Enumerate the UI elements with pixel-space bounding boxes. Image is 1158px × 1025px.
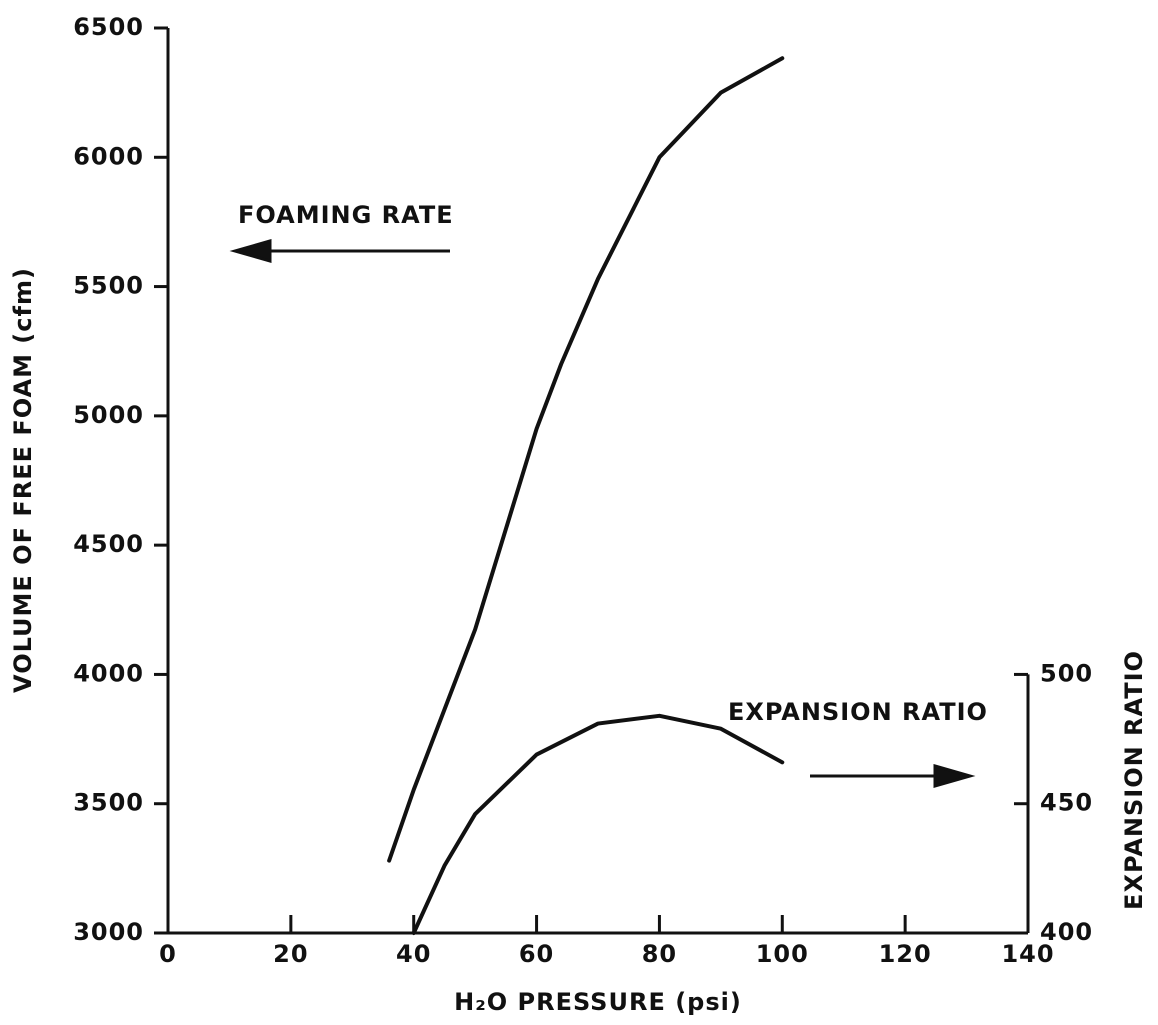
annotation: EXPANSION RATIO bbox=[728, 698, 988, 726]
x-tick-label: 140 bbox=[1001, 940, 1054, 968]
y-axis-label: VOLUME OF FREE FOAM (cfm) bbox=[9, 267, 37, 693]
x-axis-label: H₂O PRESSURE (psi) bbox=[454, 988, 742, 1016]
arrow bbox=[810, 764, 976, 788]
series-line bbox=[387, 56, 785, 863]
x-tick-label: 0 bbox=[159, 940, 177, 968]
y2-axis-label: EXPANSION RATIO bbox=[1120, 650, 1148, 910]
y-tick-label: 6000 bbox=[73, 142, 144, 170]
y-tick-label: 6500 bbox=[73, 13, 144, 41]
x-tick-label: 80 bbox=[642, 940, 677, 968]
arrow bbox=[229, 239, 450, 263]
annotation: FOAMING RATE bbox=[238, 201, 454, 229]
y2-tick-label: 500 bbox=[1040, 659, 1093, 687]
y-tick-label: 3500 bbox=[73, 789, 144, 817]
x-tick-label: 60 bbox=[519, 940, 554, 968]
y2-tick-label: 400 bbox=[1040, 918, 1093, 946]
y2-tick-label: 450 bbox=[1040, 789, 1093, 817]
y-tick-label: 4500 bbox=[73, 530, 144, 558]
y-tick-label: 5000 bbox=[73, 401, 144, 429]
y-tick-label: 3000 bbox=[73, 918, 144, 946]
x-tick-label: 20 bbox=[273, 940, 308, 968]
x-tick-label: 40 bbox=[396, 940, 431, 968]
y-tick-label: 5500 bbox=[73, 272, 144, 300]
x-tick-label: 100 bbox=[756, 940, 809, 968]
series-line bbox=[411, 713, 785, 935]
x-tick-label: 120 bbox=[879, 940, 932, 968]
y-tick-label: 4000 bbox=[73, 659, 144, 687]
